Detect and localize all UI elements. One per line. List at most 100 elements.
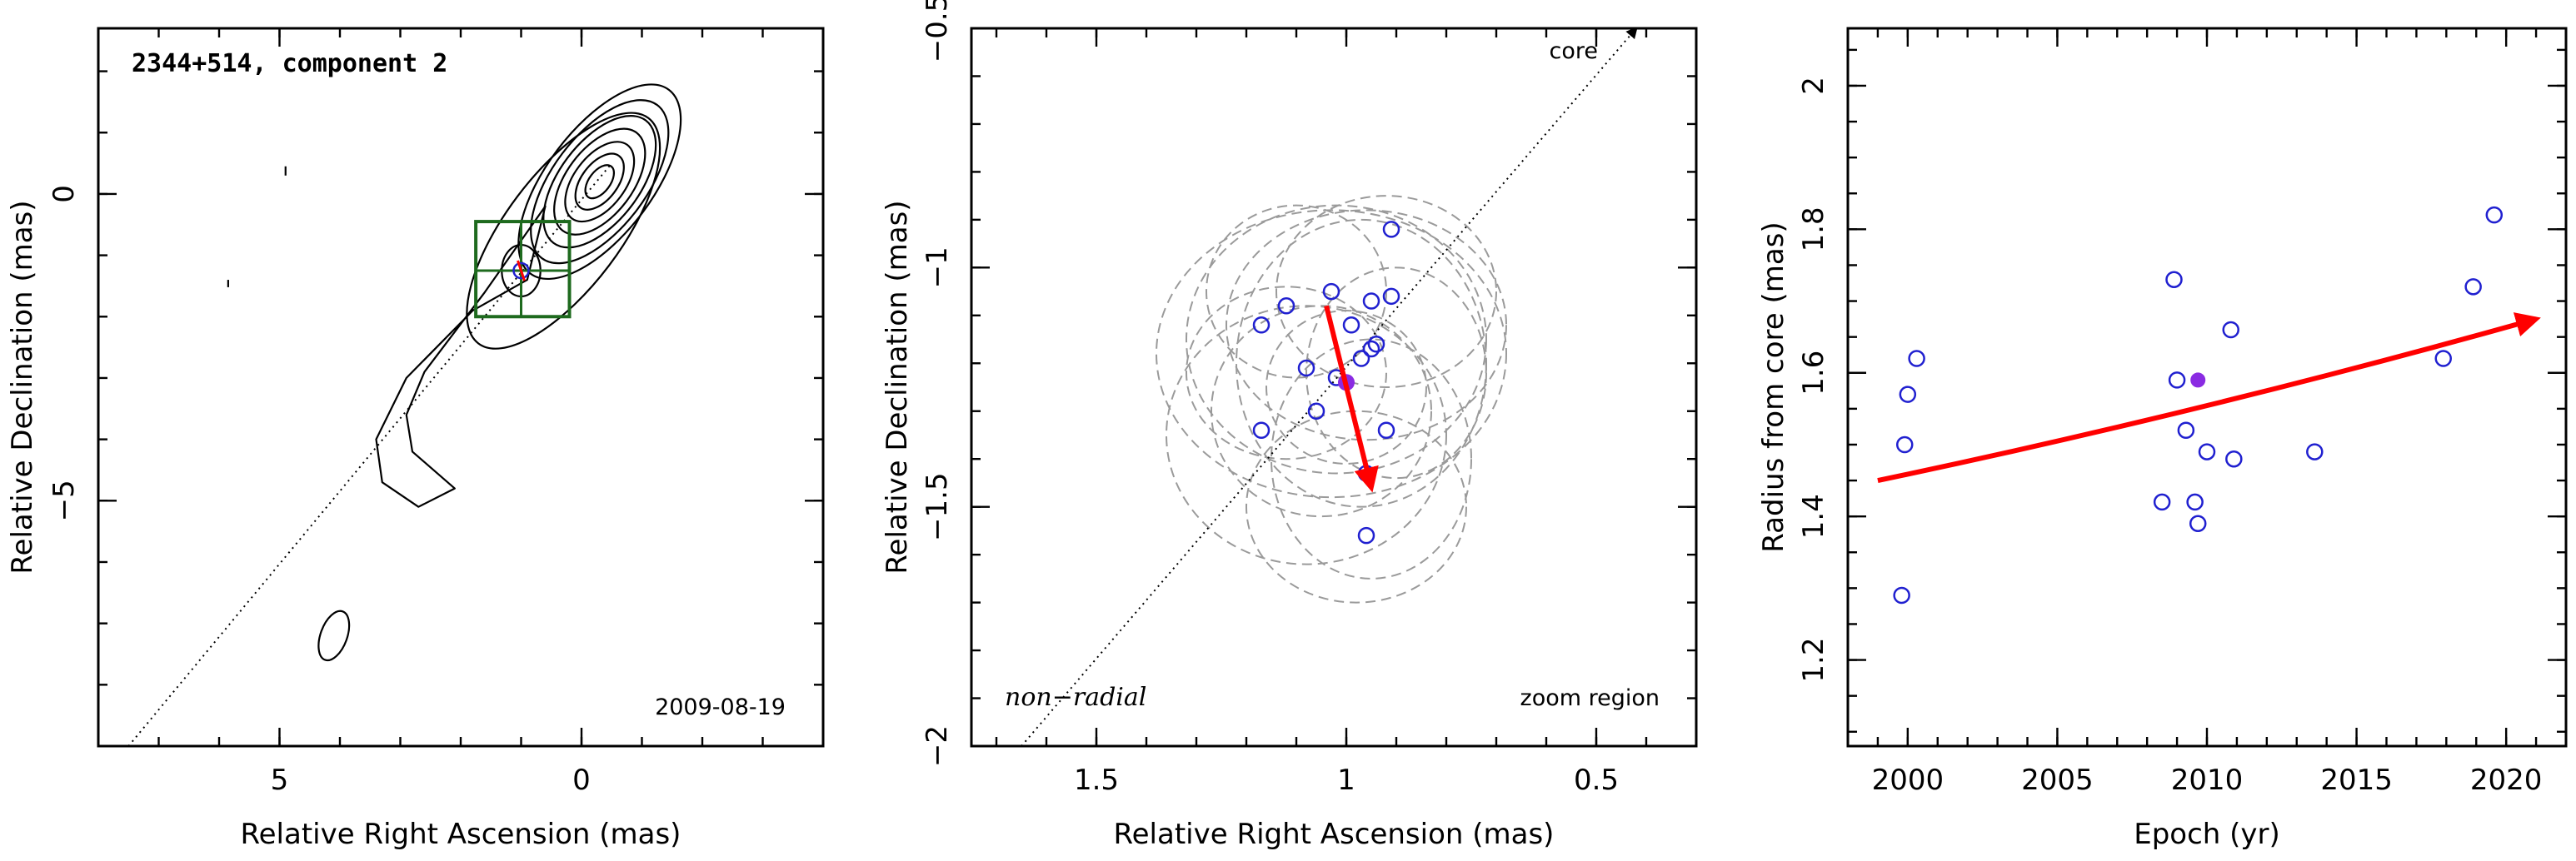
contour-line xyxy=(375,205,547,508)
component-motion-mark xyxy=(517,260,526,281)
radius-point xyxy=(2306,443,2324,460)
y-tick-label: 1.6 xyxy=(1797,351,1830,396)
panel-zoom-ylabel: Relative Declination (mas) xyxy=(881,200,914,574)
contour-line xyxy=(466,112,661,350)
radius-point xyxy=(1895,435,1914,454)
contour-line xyxy=(317,610,351,662)
component-ellipse xyxy=(1246,410,1467,604)
panel-zoom-ticks: 1.5 1 0.5 −2 −1.5 −1 −0.5 xyxy=(921,0,1698,797)
radius-points xyxy=(1893,206,2504,605)
y-tick-label: −2 xyxy=(921,725,954,767)
panel-radius-xlabel: Epoch (yr) xyxy=(2134,818,2280,851)
highlight-point xyxy=(2190,372,2206,388)
panel-radius-ticks: 2000 2005 2010 2015 2020 1.2 1.4 1.6 1.8 2 xyxy=(1797,28,2568,797)
panel-map-date: 2009-08-19 xyxy=(655,694,786,720)
radius-point xyxy=(2222,321,2239,339)
panel-zoom-xlabel: Relative Right Ascension (mas) xyxy=(1114,818,1555,851)
radius-point xyxy=(1893,586,1910,605)
component-ellipse xyxy=(1271,338,1472,580)
radius-point xyxy=(2434,350,2452,367)
component-marker xyxy=(512,260,530,281)
y-tick-label: 1.4 xyxy=(1797,494,1830,539)
radius-point xyxy=(2186,493,2204,511)
radius-point xyxy=(2165,271,2183,288)
y-tick-label: −1 xyxy=(921,246,954,288)
panel-map-ticks: 5 0 0 −5 xyxy=(47,28,825,797)
position-point xyxy=(1277,297,1295,315)
zoom-box-outline xyxy=(474,220,572,319)
position-point xyxy=(1252,316,1271,334)
panel-map-title: 2344+514, component 2 xyxy=(132,49,447,78)
radius-point xyxy=(2153,493,2171,511)
component-ellipses xyxy=(1156,195,1507,604)
component-point xyxy=(512,261,530,280)
position-point xyxy=(1342,316,1360,334)
component-ellipse xyxy=(1276,195,1497,389)
panel-map-plot xyxy=(127,83,682,746)
jet-axis-line xyxy=(127,162,613,746)
x-tick-label: 0.5 xyxy=(1574,764,1619,797)
x-tick-label: 2020 xyxy=(2470,764,2543,797)
motion-arrow xyxy=(1324,305,1379,493)
component-ellipse xyxy=(1236,218,1487,508)
y-tick-label: 1.2 xyxy=(1797,638,1830,683)
contour-line xyxy=(564,141,636,223)
y-tick-label: 1.8 xyxy=(1797,207,1830,251)
component-ellipse xyxy=(1305,266,1487,480)
x-tick-label: 2010 xyxy=(2171,764,2244,797)
position-point xyxy=(1297,359,1315,377)
position-point xyxy=(1362,292,1380,310)
non-radial-label: non−radial xyxy=(1005,683,1146,712)
panel-radius: 2000 2005 2010 2015 2020 1.2 1.4 1.6 1.8 2 Epoch … xyxy=(1757,27,2568,851)
panel-map-frame xyxy=(97,27,825,748)
core-label: core xyxy=(1550,38,1598,64)
panel-zoom: 1.5 1 0.5 −2 −1.5 −1 −0.5 core non−radial zoom… xyxy=(881,0,1698,851)
component-ellipse xyxy=(1156,209,1507,499)
position-point xyxy=(1382,221,1400,238)
x-tick-label: 1 xyxy=(1337,764,1355,797)
radius-point xyxy=(2464,278,2482,296)
position-point xyxy=(1377,421,1395,439)
position-point xyxy=(1357,526,1375,545)
position-point xyxy=(1307,402,1325,420)
trend-arrow xyxy=(1877,312,2541,483)
x-tick-label: 1.5 xyxy=(1074,764,1119,797)
x-tick-label: 2015 xyxy=(2320,764,2393,797)
component-ellipse xyxy=(1186,286,1387,460)
y-tick-label: −5 xyxy=(47,480,81,521)
radius-point xyxy=(1908,350,1925,367)
position-point xyxy=(1367,336,1385,353)
panel-zoom-frame xyxy=(970,27,1698,748)
x-tick-label: 5 xyxy=(271,764,289,797)
radius-point xyxy=(1899,386,1917,403)
panel-radius-frame xyxy=(1846,27,2568,748)
panel-radius-ylabel: Radius from core (mas) xyxy=(1757,221,1790,552)
y-tick-label: 2 xyxy=(1797,77,1830,95)
radius-point xyxy=(2225,450,2243,468)
position-point xyxy=(1382,287,1400,306)
panel-map: 5 0 0 −5 2344+514, component 2 2009-08-19 R… xyxy=(6,27,825,851)
contour-line xyxy=(584,164,616,200)
y-tick-label: −1.5 xyxy=(921,472,954,541)
x-tick-label: 0 xyxy=(572,764,591,797)
contour-line xyxy=(530,99,670,265)
panel-map-ylabel: Relative Declination (mas) xyxy=(6,200,39,574)
panel-map-xlabel: Relative Right Ascension (mas) xyxy=(241,818,681,851)
radius-point xyxy=(2198,443,2216,460)
contour-line xyxy=(542,115,657,249)
y-tick-label: −0.5 xyxy=(921,0,954,62)
panel-radius-plot xyxy=(1877,206,2541,605)
zoom-region-label: zoom region xyxy=(1520,685,1660,711)
contour-line xyxy=(553,127,646,236)
contour-map xyxy=(227,83,682,662)
position-point xyxy=(1252,421,1271,439)
radius-point xyxy=(2485,206,2504,224)
panel-zoom-plot xyxy=(1021,28,1638,746)
radius-point xyxy=(2177,421,2195,439)
zoom-box xyxy=(474,220,572,319)
position-point xyxy=(1322,282,1340,301)
contour-line xyxy=(574,152,625,211)
y-tick-label: 0 xyxy=(47,185,81,203)
component-ellipse xyxy=(1166,305,1447,565)
